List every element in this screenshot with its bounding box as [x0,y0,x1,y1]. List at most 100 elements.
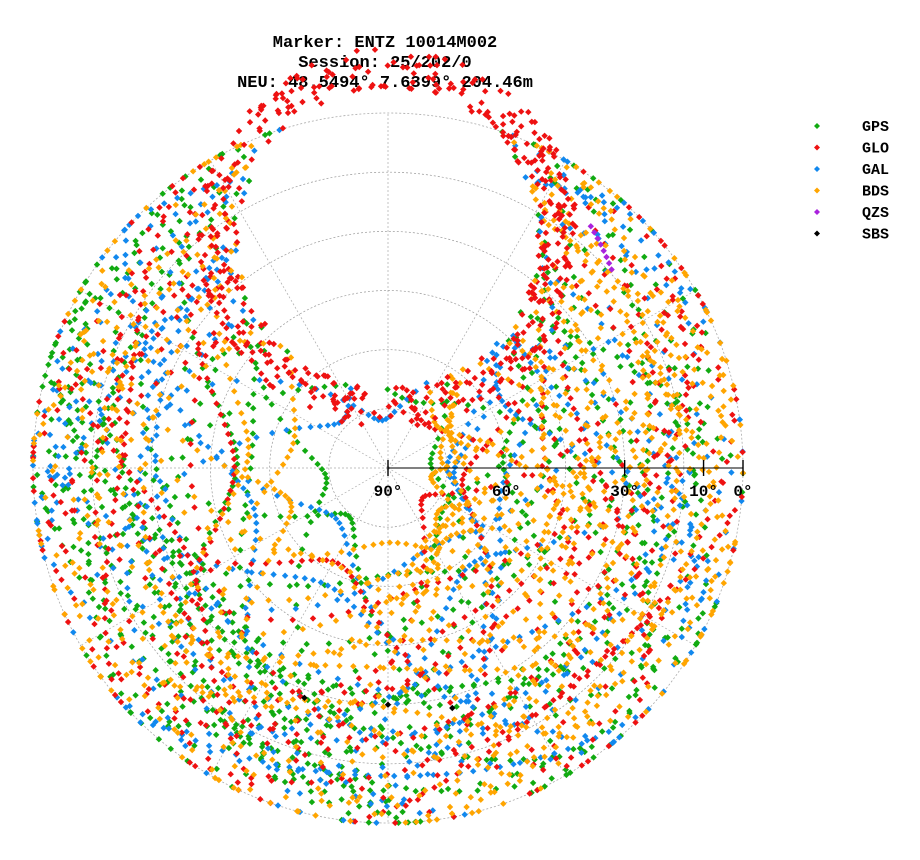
track-point-bds [588,399,595,406]
track-point-bds [538,724,546,731]
track-point-glo [562,373,569,380]
track-point-bds [229,716,236,724]
track-point-bds [552,743,560,751]
track-point-bds [524,401,531,409]
track-point-gps [284,348,291,355]
track-point-bds [427,398,435,406]
track-point-bds [308,552,315,559]
track-point-bds [190,372,198,379]
track-point-bds [708,577,715,585]
track-point-gal [155,411,162,418]
track-point-bds [142,584,149,591]
track-point-gal [315,705,322,712]
track-point-bds [638,503,646,510]
track-point-bds [194,251,201,258]
track-point-glo [640,631,648,639]
track-point-gal [442,605,450,612]
track-point-bds [260,340,267,347]
track-point-glo [341,396,348,404]
track-point-gal [130,491,138,498]
track-point-bds [262,703,269,710]
track-point-glo [136,350,143,358]
track-point-glo [520,329,527,336]
track-point-glo [542,177,549,185]
track-point-gal [99,254,106,261]
track-point-bds [616,340,624,348]
track-point-gps [102,478,109,485]
track-point-gal [183,342,190,350]
track-point-gal [220,676,227,684]
track-point-gps [45,448,53,455]
track-point-gps [566,465,573,473]
track-point-gps [444,785,452,793]
track-point-gal [512,142,519,149]
track-point-gal [153,493,161,500]
track-point-gal [687,527,694,534]
track-point-bds [155,264,162,271]
track-point-gps [605,232,612,239]
track-point-glo [298,378,306,385]
track-point-glo [231,463,238,470]
track-point-gal [559,221,566,228]
track-point-gal [175,327,182,335]
track-point-bds [560,284,567,291]
track-point-gal [381,716,389,723]
track-point-bds [448,502,456,509]
track-point-glo [560,719,567,726]
track-point-gps [701,524,709,531]
track-point-gal [738,497,745,505]
track-point-bds [254,584,261,591]
track-point-bds [93,491,101,498]
track-point-bds [661,440,668,448]
track-point-bds [372,603,379,610]
track-point-bds [542,455,549,462]
track-point-bds [458,519,466,526]
track-point-gps [536,681,544,688]
track-point-bds [268,703,275,711]
track-point-glo [597,469,604,477]
track-point-gps [159,484,167,492]
track-point-gps [153,466,160,473]
track-point-bds [61,384,69,391]
track-point-glo [383,771,391,778]
track-point-glo [493,763,500,771]
track-point-glo [503,414,510,421]
track-point-gal [98,411,105,418]
track-point-bds [93,521,100,528]
track-point-bds [597,590,604,597]
track-point-gps [676,604,683,611]
track-point-gal [156,478,164,485]
track-point-gps [530,396,537,403]
track-point-gal [613,586,620,594]
track-point-bds [69,559,76,566]
track-point-gal [720,435,728,443]
track-point-gps [362,595,369,602]
track-point-gal [472,528,480,536]
track-point-glo [473,453,480,461]
track-point-glo [309,615,317,622]
track-point-gps [533,272,540,280]
track-point-glo [450,621,457,628]
track-point-bds [396,583,403,590]
track-point-gal [513,686,520,693]
track-point-bds [263,689,271,696]
track-point-bds [452,790,460,797]
track-point-gps [121,503,129,510]
track-point-bds [567,328,575,335]
track-point-bds [527,387,535,395]
track-point-glo [87,410,94,417]
track-point-gps [98,503,106,511]
track-point-bds [261,654,268,662]
track-point-gps [290,739,297,746]
track-point-gal [213,182,221,189]
track-point-bds [711,536,718,543]
track-point-gal [383,803,391,810]
track-point-bds [637,338,644,346]
track-point-glo [557,555,564,563]
track-point-gal [124,584,131,592]
track-point-bds [675,354,683,362]
track-point-gps [235,660,242,667]
track-point-gal [471,558,478,565]
track-point-bds [95,382,102,389]
track-point-bds [694,528,701,535]
